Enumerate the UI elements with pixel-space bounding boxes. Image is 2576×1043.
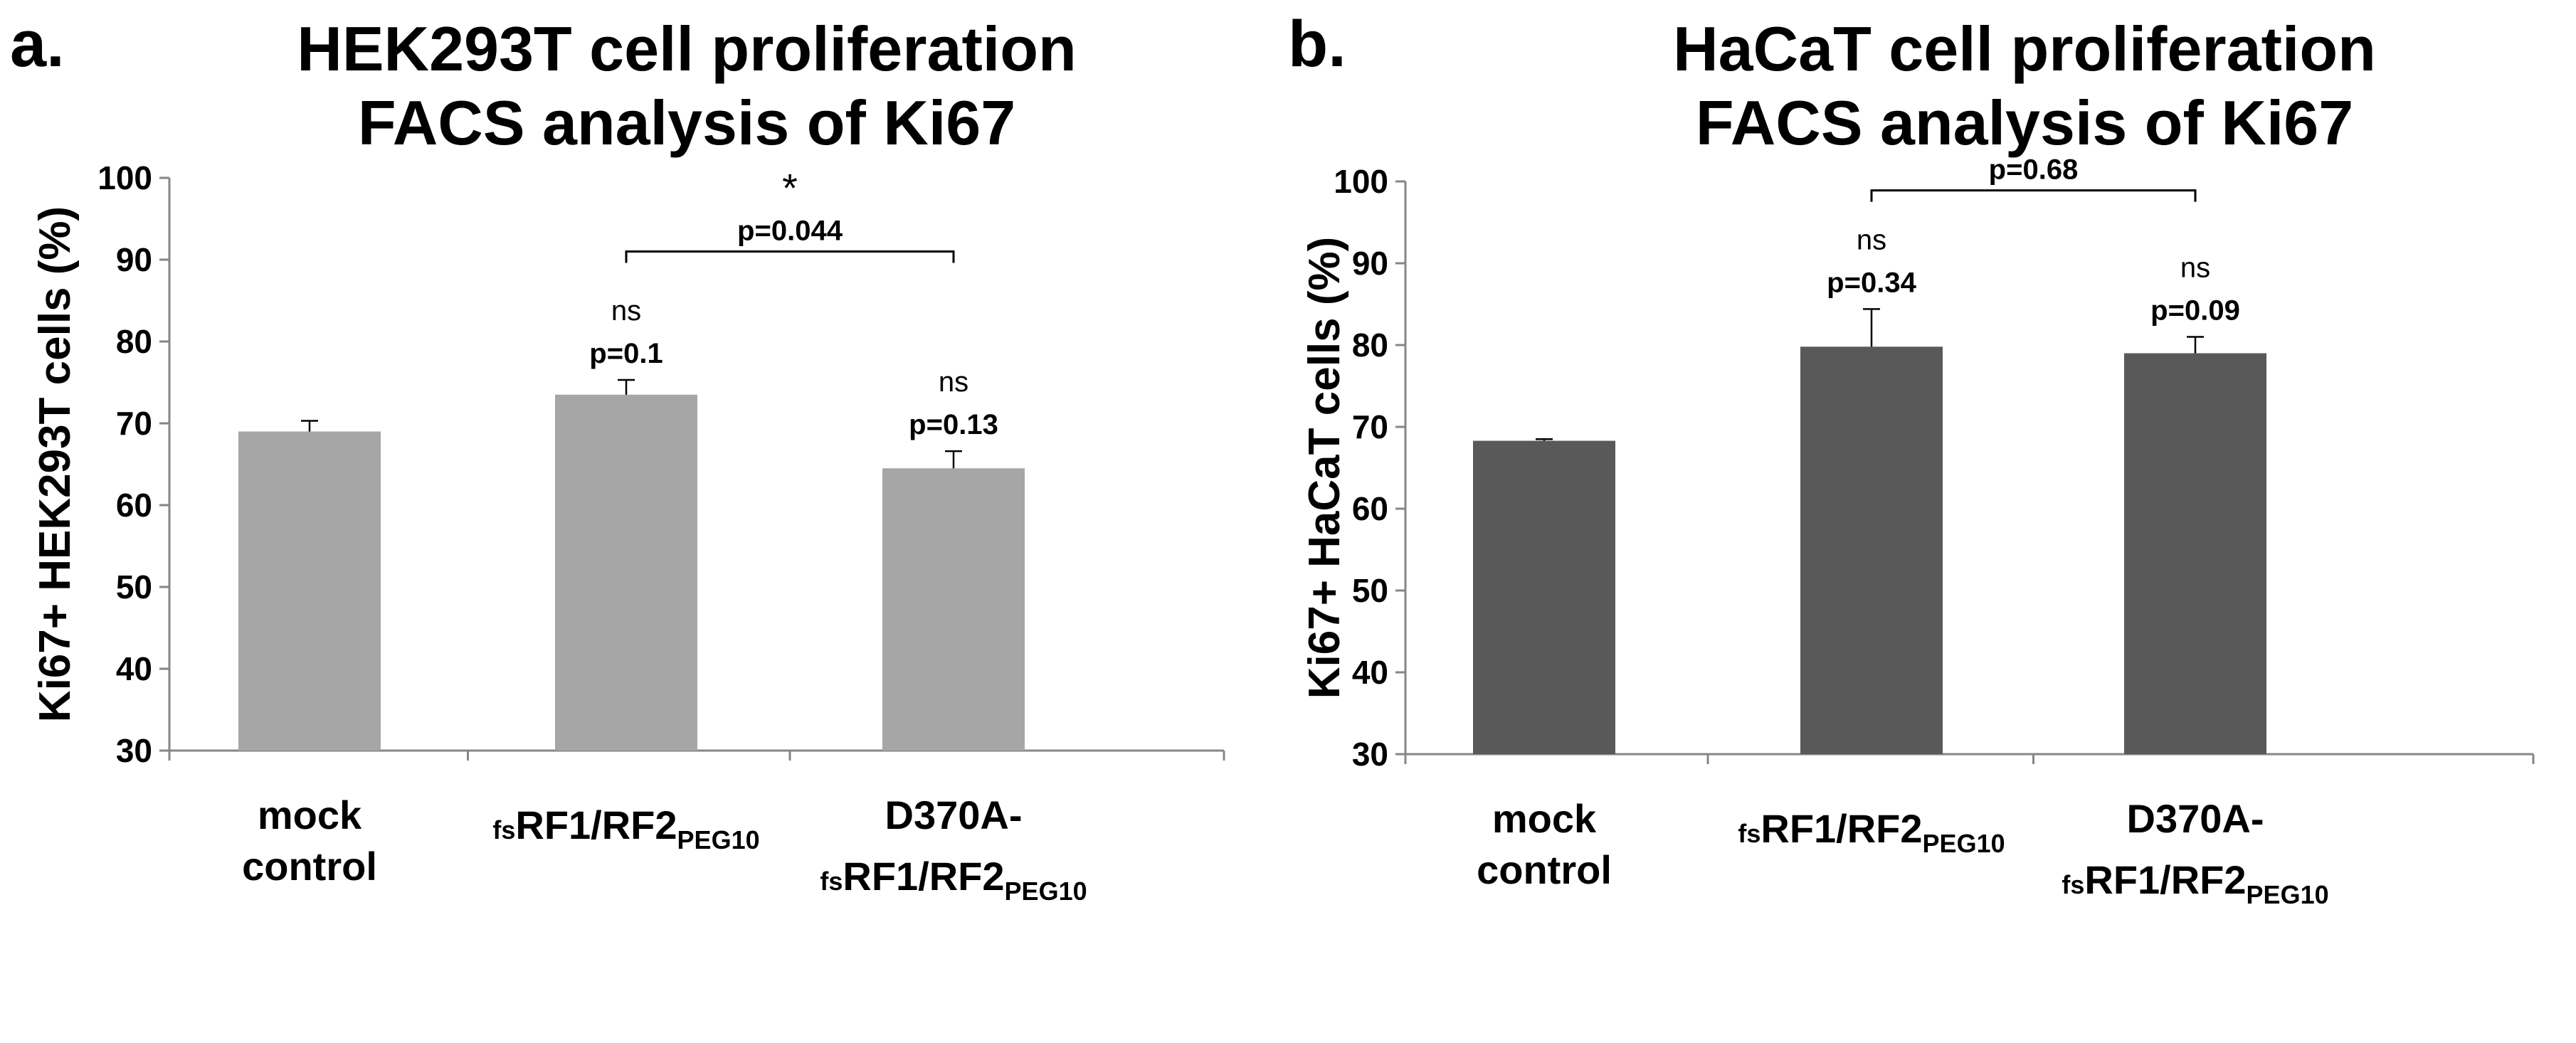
y-tick-label: 90	[1352, 245, 1388, 282]
p-value-label: p=0.09	[2150, 295, 2240, 327]
y-tick-label: 40	[1352, 654, 1388, 691]
category-label-subscript: fs	[492, 815, 515, 845]
category-label-subscript: PEG10	[1005, 877, 1087, 906]
p-value-label: p=0.13	[909, 409, 998, 440]
chart-title-line-2: FACS analysis of Ki67	[1695, 88, 2354, 158]
category-label-part: RF1/RF2	[1761, 806, 1922, 851]
bar	[2124, 353, 2266, 754]
bracket-p-value: p=0.044	[737, 216, 843, 247]
y-tick-label: 40	[116, 650, 152, 687]
bar-chart-a: 30 40 50 60 70 80 90 100 Ki67+ HEK293T cells (%)…	[31, 159, 1225, 906]
y-tick-label: 30	[116, 732, 152, 769]
y-tick-label: 50	[116, 568, 152, 605]
category-label-subscript: PEG10	[1923, 829, 2005, 858]
ns-label: ns	[939, 366, 968, 398]
y-tick-label: 80	[1352, 327, 1388, 364]
y-tick-label: 60	[1352, 490, 1388, 527]
category-label: D370A-	[885, 793, 1023, 837]
chart-title-line-1: HEK293T cell proliferation	[297, 14, 1077, 84]
category-label-part: control	[1477, 847, 1612, 892]
bar	[882, 468, 1025, 751]
category-label: mock	[1492, 796, 1597, 841]
y-tick-label: 70	[116, 405, 152, 442]
y-tick-label: 60	[116, 487, 152, 524]
y-tick-label: 80	[116, 323, 152, 360]
y-tick-label: 90	[116, 241, 152, 278]
category-label-part: RF1/RF2	[515, 803, 677, 847]
category-label-subscript: fs	[1738, 819, 1761, 848]
category-label: fsRF1/RF2PEG10	[492, 803, 759, 854]
category-label-part: RF1/RF2	[2084, 857, 2246, 902]
category-label-part: mock	[1492, 796, 1597, 841]
category-label: fsRF1/RF2PEG10	[2062, 857, 2328, 909]
comparison-bracket	[625, 250, 955, 263]
category-label: fsRF1/RF2PEG10	[820, 854, 1087, 906]
chart-title-line-2: FACS analysis of Ki67	[357, 88, 1016, 158]
bar	[1473, 440, 1615, 754]
category-label-part: control	[242, 844, 377, 889]
y-tick-label: 50	[1352, 572, 1388, 609]
y-axis-title: Ki67+ HaCaT cells (%)	[1300, 237, 1349, 699]
category-label: fsRF1/RF2PEG10	[1738, 806, 2005, 858]
category-label-part: D370A-	[885, 793, 1023, 837]
y-tick-label: 30	[1352, 736, 1388, 773]
category-label-subscript: PEG10	[677, 825, 760, 854]
y-tick-label: 100	[1334, 163, 1388, 200]
bar	[1800, 346, 1943, 754]
bar	[238, 431, 381, 751]
category-label-subscript: fs	[2062, 870, 2084, 899]
category-label-subscript: fs	[820, 867, 843, 896]
category-label-part: D370A-	[2127, 796, 2264, 841]
panel-label: a.	[10, 8, 65, 80]
category-label-part: mock	[258, 793, 362, 837]
bracket-p-value: p=0.68	[1989, 154, 2079, 186]
ns-label: ns	[2180, 253, 2210, 284]
category-label: control	[1477, 847, 1612, 892]
p-value-label: p=0.1	[589, 338, 663, 369]
ns-label: ns	[1857, 224, 1886, 255]
y-tick-label: 100	[97, 159, 152, 196]
y-axis-title: Ki67+ HEK293T cells (%)	[31, 206, 80, 722]
panel-label: b.	[1288, 8, 1346, 80]
y-tick-label: 70	[1352, 408, 1388, 445]
category-label: mock	[258, 793, 362, 837]
chart-title-line-1: HaCaT cell proliferation	[1673, 14, 2376, 84]
comparison-bracket	[1870, 189, 2197, 202]
category-label-part: RF1/RF2	[843, 854, 1004, 899]
bar-chart-b: 30 40 50 60 70 80 90 100 Ki67+ HaCaT cells (%) p=…	[1300, 154, 2535, 909]
p-value-label: p=0.34	[1827, 267, 1916, 298]
category-label: D370A-	[2127, 796, 2264, 841]
significance-star: *	[782, 166, 798, 211]
chart-panel-b: b. HaCaT cell proliferation FACS analysi…	[1288, 0, 2576, 1043]
bar	[555, 394, 697, 751]
category-label-subscript: PEG10	[2247, 880, 2329, 909]
category-label: control	[242, 844, 377, 889]
chart-panel-a: a. HEK293T cell proliferation FACS analy…	[10, 8, 1225, 906]
ns-label: ns	[611, 295, 641, 327]
